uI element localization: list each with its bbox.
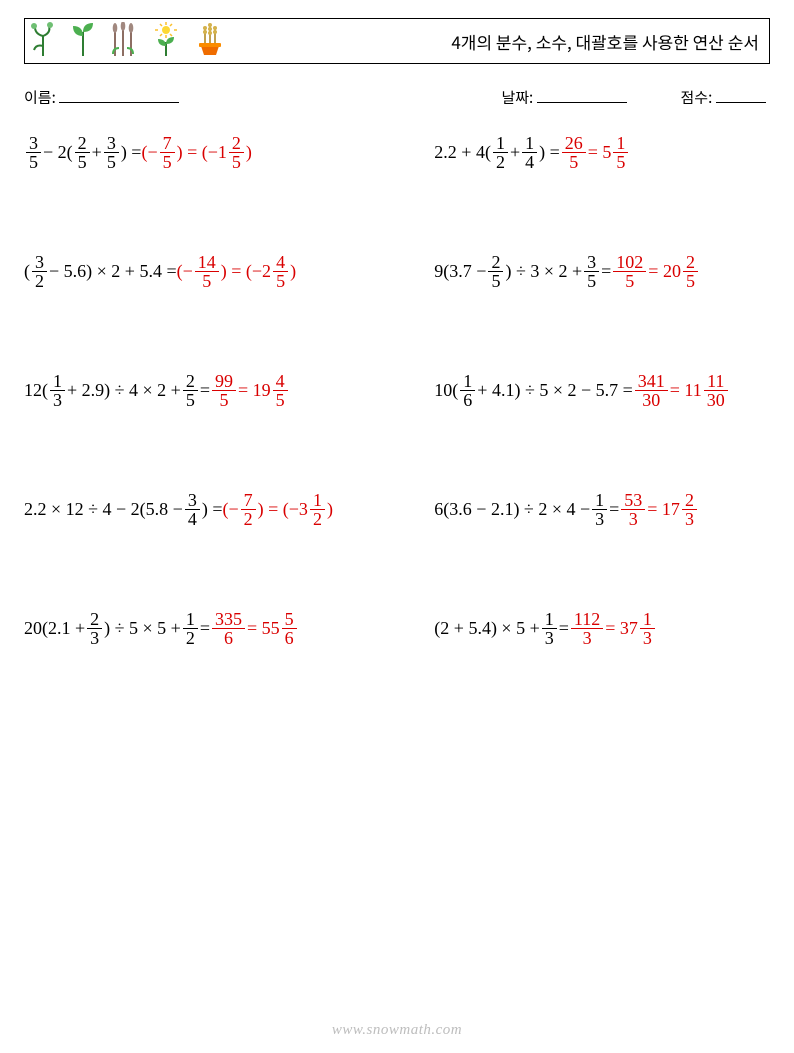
date-label: 날짜: — [501, 87, 533, 108]
problem-answer: (−145) = (−245) — [177, 259, 296, 279]
problem-answer: 533 = 1723 — [619, 497, 699, 517]
score-blank[interactable] — [716, 86, 766, 103]
problem-answer: (−72) = (−312) — [222, 497, 332, 517]
pot-wheat-icon — [195, 22, 225, 61]
problem-row: 20(2.1 + 23) ÷ 5 × 5 + 12 = 3356 = 5556(… — [24, 610, 770, 647]
problem-answer: 995 = 1945 — [210, 378, 290, 398]
problem-cell: 12(13 + 2.9) ÷ 4 × 2 + 25 = 995 = 1945 — [24, 372, 434, 409]
meta-row: 이름: 날짜: 점수: — [24, 86, 770, 108]
problem-expression: (32 − 5.6) × 2 + 5.4 = — [24, 259, 177, 279]
problem-cell: 35 − 2(25 + 35) = (−75) = (−125) — [24, 134, 434, 171]
header-icons — [29, 22, 225, 61]
sun-sprout-icon — [151, 22, 181, 61]
problem-expression: 12(13 + 2.9) ÷ 4 × 2 + 25 = — [24, 378, 210, 398]
name-label: 이름: — [24, 87, 56, 108]
problem-answer: 265 = 515 — [560, 140, 631, 160]
score-label: 점수: — [680, 87, 712, 108]
problem-cell: 20(2.1 + 23) ÷ 5 × 5 + 12 = 3356 = 5556 — [24, 610, 434, 647]
problem-expression: 35 − 2(25 + 35) = — [24, 140, 141, 160]
problem-expression: 20(2.1 + 23) ÷ 5 × 5 + 12 = — [24, 616, 210, 636]
problem-answer: 1025 = 2025 — [611, 259, 700, 279]
problems-grid: 35 − 2(25 + 35) = (−75) = (−125)2.2 + 4(… — [24, 134, 770, 647]
problem-row: 35 − 2(25 + 35) = (−75) = (−125)2.2 + 4(… — [24, 134, 770, 171]
problem-row: (32 − 5.6) × 2 + 5.4 = (−145) = (−245)9(… — [24, 253, 770, 290]
problem-cell: 9(3.7 − 25) ÷ 3 × 2 + 35 = 1025 = 2025 — [434, 253, 770, 290]
problem-expression: 9(3.7 − 25) ÷ 3 × 2 + 35 = — [434, 259, 611, 279]
footer-watermark: www.snowmath.com — [0, 1022, 794, 1039]
problem-expression: 6(3.6 − 2.1) ÷ 2 × 4 − 13 = — [434, 497, 619, 517]
problem-row: 12(13 + 2.9) ÷ 4 × 2 + 25 = 995 = 194510… — [24, 372, 770, 409]
problem-expression: 2.2 × 12 ÷ 4 − 2(5.8 − 34) = — [24, 497, 222, 517]
problem-answer: (−75) = (−125) — [141, 140, 251, 160]
problem-answer: 1123 = 3713 — [569, 616, 657, 636]
problem-cell: 6(3.6 − 2.1) ÷ 2 × 4 − 13 = 533 = 1723 — [434, 491, 770, 528]
problem-cell: 10(16 + 4.1) ÷ 5 × 2 − 5.7 = 34130 = 111… — [434, 372, 770, 409]
flower-drooping-icon — [29, 22, 57, 61]
problem-cell: (32 − 5.6) × 2 + 5.4 = (−145) = (−245) — [24, 253, 434, 290]
problem-answer: 3356 = 5556 — [210, 616, 299, 636]
name-blank[interactable] — [59, 86, 179, 103]
reeds-icon — [109, 22, 137, 61]
header: 4개의 분수, 소수, 대괄호를 사용한 연산 순서 — [24, 18, 770, 64]
problem-cell: 2.2 + 4(12 + 14) = 265 = 515 — [434, 134, 770, 171]
worksheet-title: 4개의 분수, 소수, 대괄호를 사용한 연산 순서 — [225, 29, 759, 54]
problem-expression: 2.2 + 4(12 + 14) = — [434, 140, 559, 160]
problem-answer: 34130 = 111130 — [633, 378, 730, 398]
problem-cell: (2 + 5.4) × 5 + 13 = 1123 = 3713 — [434, 610, 770, 647]
problem-expression: (2 + 5.4) × 5 + 13 = — [434, 616, 569, 636]
seedling-icon — [71, 22, 95, 61]
problem-expression: 10(16 + 4.1) ÷ 5 × 2 − 5.7 = — [434, 378, 632, 398]
problem-cell: 2.2 × 12 ÷ 4 − 2(5.8 − 34) = (−72) = (−3… — [24, 491, 434, 528]
problem-row: 2.2 × 12 ÷ 4 − 2(5.8 − 34) = (−72) = (−3… — [24, 491, 770, 528]
worksheet-page: 4개의 분수, 소수, 대괄호를 사용한 연산 순서 이름: 날짜: 점수: 3… — [0, 0, 794, 1053]
date-blank[interactable] — [537, 86, 627, 103]
